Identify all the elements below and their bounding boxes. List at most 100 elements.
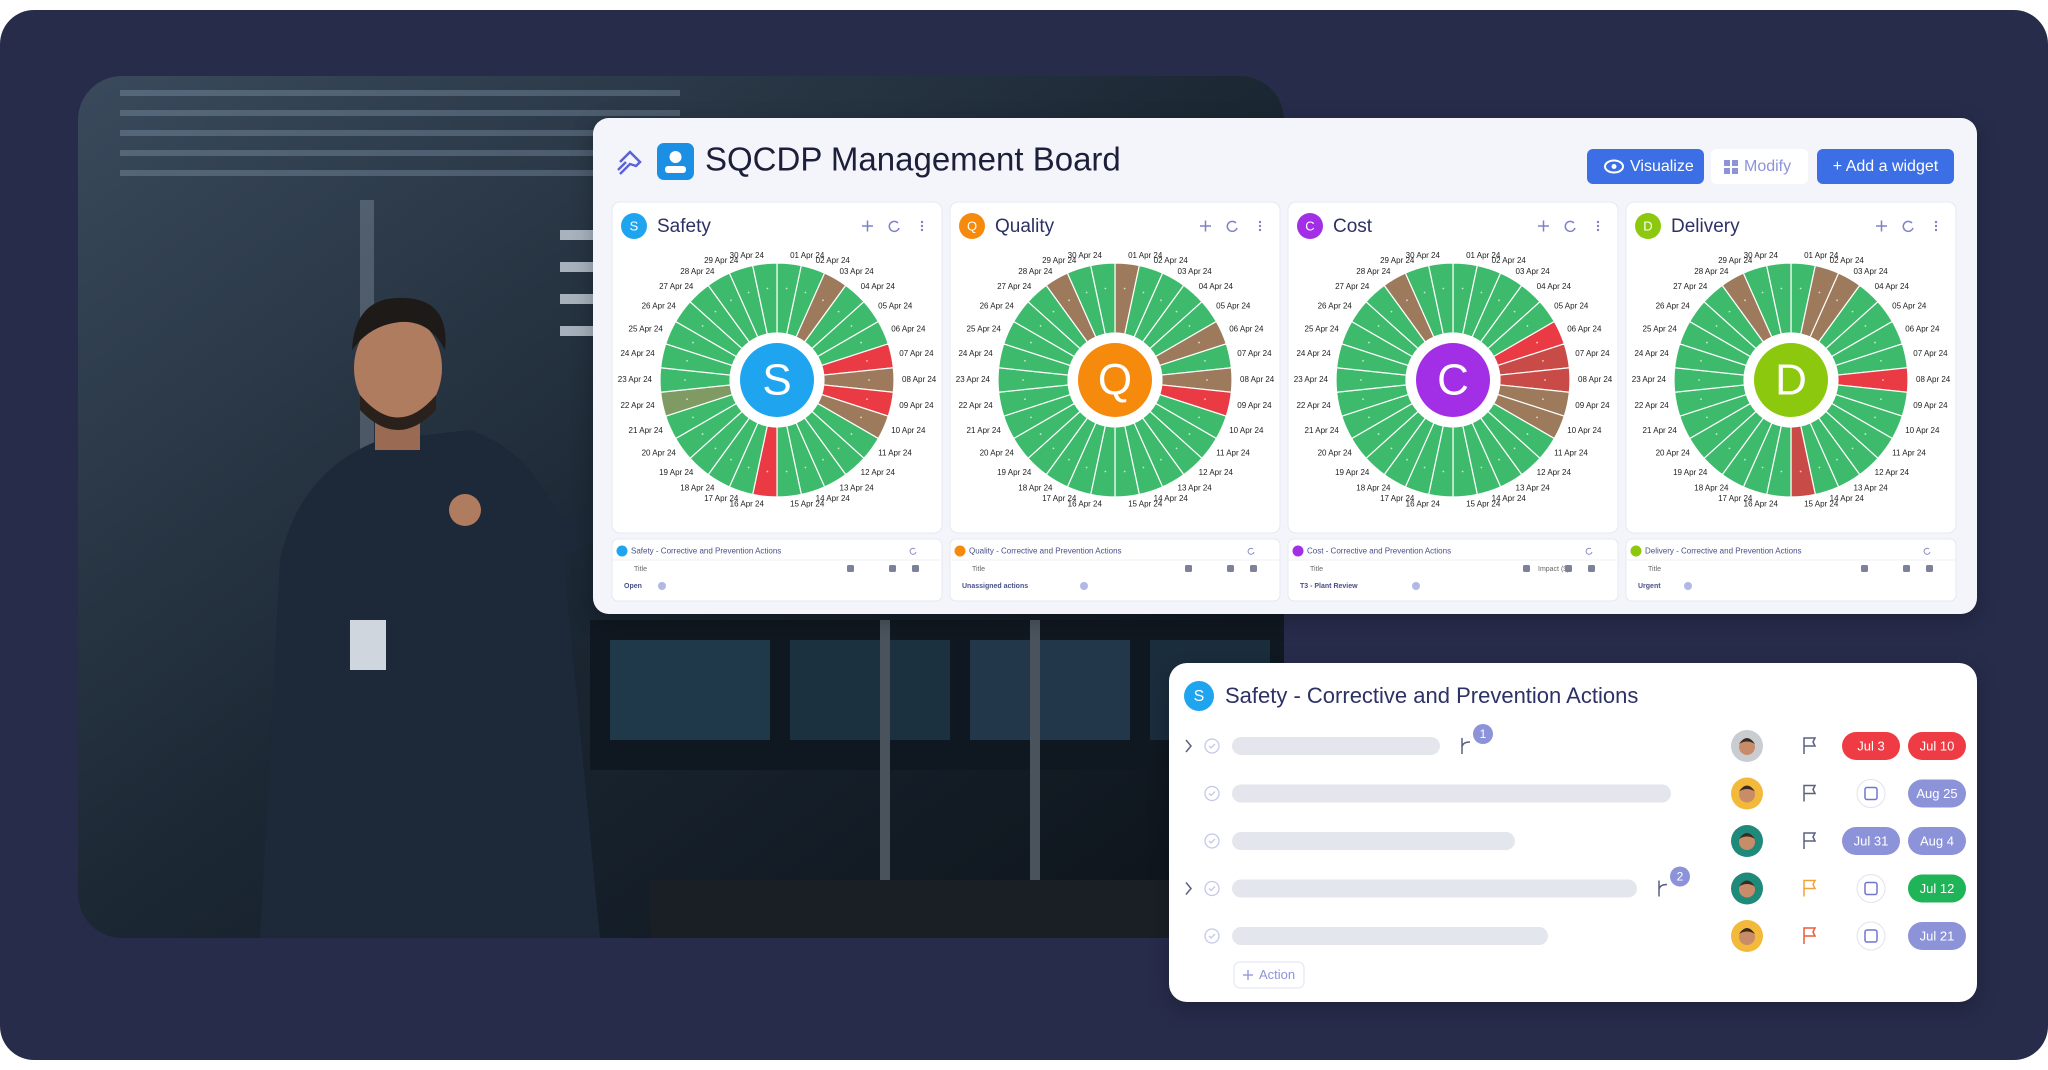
menu-dot[interactable] [1258, 224, 1262, 228]
menu-dot[interactable] [1596, 224, 1600, 228]
segment-dot [1039, 325, 1042, 327]
menu-dot[interactable] [1934, 228, 1938, 232]
day-label: 12 Apr 24 [861, 468, 896, 477]
menu-dot[interactable] [1258, 228, 1262, 232]
avatar-hair [1739, 785, 1755, 792]
group-count [1080, 582, 1088, 590]
segment-dot [1744, 299, 1746, 302]
refresh-icon[interactable] [888, 220, 900, 233]
calendar-button[interactable] [1856, 921, 1886, 951]
segment-dot [804, 291, 807, 294]
segment-dot [1142, 291, 1145, 294]
day-label: 04 Apr 24 [1875, 282, 1910, 291]
column-icon [1227, 565, 1234, 572]
menu-dot[interactable] [920, 224, 924, 228]
day-label: 27 Apr 24 [659, 282, 694, 291]
date-pill[interactable] [1908, 779, 1966, 808]
segment-dot [1068, 458, 1070, 461]
check-circle[interactable] [1204, 738, 1220, 754]
modify-button[interactable] [1711, 149, 1808, 184]
flag-icon[interactable] [1803, 927, 1817, 944]
date-pill[interactable] [1908, 874, 1966, 903]
day-label: 04 Apr 24 [1537, 282, 1572, 291]
add-icon[interactable] [1200, 220, 1211, 232]
menu-dot[interactable] [1934, 224, 1938, 228]
subtask-badge [1473, 724, 1493, 744]
segment-dot [1851, 447, 1854, 450]
menu-dot[interactable] [1596, 220, 1600, 224]
center-badge [740, 343, 814, 417]
check-circle[interactable] [1204, 785, 1220, 802]
add-icon[interactable] [862, 220, 873, 232]
segment-dot [1836, 458, 1838, 461]
segment-dot [1030, 341, 1032, 344]
board-icon-body [665, 166, 686, 173]
add-action-label[interactable]: Action [1259, 967, 1295, 982]
visualize-button[interactable] [1587, 149, 1704, 184]
menu-dot[interactable] [1596, 228, 1600, 232]
menu-dot[interactable] [1258, 220, 1262, 224]
day-label: 05 Apr 24 [1216, 302, 1251, 311]
date-pill[interactable] [1842, 827, 1900, 855]
column-icon [1565, 565, 1572, 572]
expand-chevron[interactable] [1185, 739, 1192, 753]
day-label: 06 Apr 24 [891, 324, 926, 333]
group-label: Urgent [1638, 583, 1661, 590]
group-count [658, 582, 666, 590]
day-label: 19 Apr 24 [997, 468, 1032, 477]
add-action-button[interactable] [1233, 961, 1305, 989]
flag-icon[interactable] [1803, 784, 1817, 802]
subtask-badge [1670, 866, 1690, 887]
day-label: 09 Apr 24 [899, 401, 934, 410]
refresh-icon[interactable] [1902, 220, 1914, 233]
day-label: 11 Apr 24 [878, 449, 912, 458]
center-badge [1078, 343, 1152, 417]
menu-dot[interactable] [920, 228, 924, 232]
flag-icon[interactable] [1803, 879, 1817, 897]
date-pill[interactable] [1908, 922, 1966, 950]
calendar-button[interactable] [1856, 779, 1886, 808]
menu-dot[interactable] [920, 220, 924, 224]
add-widget-button[interactable] [1817, 149, 1954, 184]
refresh-icon[interactable] [1564, 220, 1576, 233]
expand-chevron[interactable] [1185, 882, 1192, 895]
menu-dot[interactable] [1934, 220, 1938, 224]
add-icon[interactable] [1538, 220, 1549, 232]
day-label: 27 Apr 24 [1673, 282, 1708, 291]
day-label: 30 Apr 24 [1744, 251, 1779, 260]
segment-dot [747, 291, 750, 294]
segment-dot [837, 447, 840, 450]
group-label: T3 - Plant Review [1300, 583, 1358, 590]
day-label: 21 Apr 24 [967, 426, 1002, 435]
board-icon-head [669, 151, 682, 163]
check-circle[interactable] [1204, 880, 1220, 897]
visualize-label[interactable]: Visualize [1630, 158, 1694, 175]
segment-dot [766, 287, 769, 290]
check-circle[interactable] [1204, 928, 1220, 944]
date-label: Jul 3 [1857, 738, 1884, 753]
flag-icon[interactable] [1803, 832, 1817, 849]
date-pill[interactable] [1908, 827, 1966, 855]
add-icon[interactable] [1876, 220, 1887, 232]
flag-icon[interactable] [1803, 737, 1817, 754]
add-widget-label[interactable]: + Add a widget [1833, 158, 1939, 175]
modify-label[interactable]: Modify [1744, 158, 1791, 175]
segment-dot [1406, 458, 1408, 461]
day-label: 05 Apr 24 [1892, 302, 1927, 311]
day-label: 18 Apr 24 [1018, 483, 1053, 492]
refresh-icon[interactable] [1226, 220, 1238, 233]
date-pill[interactable] [1908, 732, 1966, 760]
day-label: 22 Apr 24 [1634, 401, 1669, 410]
center-badge [1416, 343, 1490, 417]
day-label: 20 Apr 24 [1318, 449, 1353, 458]
day-label: 15 Apr 24 [1466, 499, 1501, 508]
avatar-face [1739, 929, 1755, 945]
check-circle[interactable] [1204, 833, 1220, 849]
date-pill[interactable] [1842, 732, 1900, 760]
day-label: 03 Apr 24 [1516, 267, 1551, 276]
segment-dot [785, 470, 788, 473]
calendar-button[interactable] [1856, 874, 1886, 903]
day-label: 15 Apr 24 [790, 499, 825, 508]
pin-icon[interactable] [617, 150, 642, 175]
segment-dot [692, 341, 694, 344]
